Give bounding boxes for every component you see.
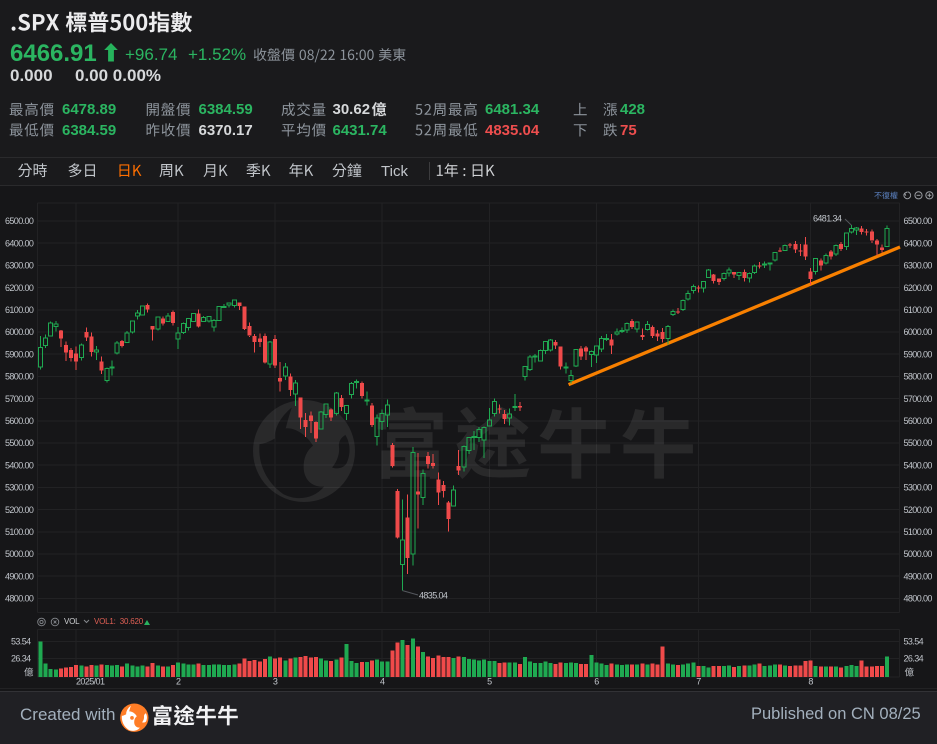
svg-text:2025/01: 2025/01 xyxy=(76,677,105,687)
svg-text:5: 5 xyxy=(487,677,492,687)
svg-text:7: 7 xyxy=(696,677,701,687)
svg-text:6400.00: 6400.00 xyxy=(904,238,933,248)
svg-text:4: 4 xyxy=(380,677,385,687)
svg-text:5600.00: 5600.00 xyxy=(5,416,34,426)
svg-text:5200.00: 5200.00 xyxy=(904,505,933,515)
svg-text:6500.00: 6500.00 xyxy=(904,216,933,226)
svg-text:5100.00: 5100.00 xyxy=(904,527,933,537)
svg-text:6100.00: 6100.00 xyxy=(904,305,933,315)
svg-text:6300.00: 6300.00 xyxy=(904,261,933,271)
svg-text:6200.00: 6200.00 xyxy=(904,283,933,293)
svg-text:6400.00: 6400.00 xyxy=(5,238,34,248)
svg-text:53.54: 53.54 xyxy=(11,637,31,647)
svg-text:5400.00: 5400.00 xyxy=(904,460,933,470)
svg-text:5800.00: 5800.00 xyxy=(904,372,933,382)
svg-text:6: 6 xyxy=(594,677,599,687)
svg-text:5700.00: 5700.00 xyxy=(5,394,34,404)
svg-text:53.54: 53.54 xyxy=(904,637,924,647)
svg-text:6481.34: 6481.34 xyxy=(813,214,842,224)
svg-text:5900.00: 5900.00 xyxy=(5,349,34,359)
svg-text:5000.00: 5000.00 xyxy=(904,549,933,559)
svg-text:6100.00: 6100.00 xyxy=(5,305,34,315)
svg-text:26.34: 26.34 xyxy=(904,654,924,664)
svg-text:8: 8 xyxy=(808,677,813,687)
svg-text:5400.00: 5400.00 xyxy=(5,460,34,470)
svg-text:2: 2 xyxy=(176,677,181,687)
svg-text:6000.00: 6000.00 xyxy=(5,327,34,337)
svg-text:5800.00: 5800.00 xyxy=(5,372,34,382)
svg-text:6300.00: 6300.00 xyxy=(5,261,34,271)
svg-text:5600.00: 5600.00 xyxy=(904,416,933,426)
svg-text:4900.00: 4900.00 xyxy=(5,571,34,581)
svg-text:4800.00: 4800.00 xyxy=(5,594,34,604)
svg-text:5300.00: 5300.00 xyxy=(904,483,933,493)
svg-text:5500.00: 5500.00 xyxy=(904,438,933,448)
svg-text:5100.00: 5100.00 xyxy=(5,527,34,537)
svg-text:6200.00: 6200.00 xyxy=(5,283,34,293)
svg-text:4835.04: 4835.04 xyxy=(419,591,448,601)
svg-text:4900.00: 4900.00 xyxy=(904,571,933,581)
svg-text:5700.00: 5700.00 xyxy=(904,394,933,404)
svg-text:6500.00: 6500.00 xyxy=(5,216,34,226)
svg-text:3: 3 xyxy=(273,677,278,687)
svg-text:5200.00: 5200.00 xyxy=(5,505,34,515)
svg-text:5000.00: 5000.00 xyxy=(5,549,34,559)
svg-text:5500.00: 5500.00 xyxy=(5,438,34,448)
svg-text:4800.00: 4800.00 xyxy=(904,594,933,604)
svg-text:5900.00: 5900.00 xyxy=(904,349,933,359)
svg-text:26.34: 26.34 xyxy=(11,654,31,664)
svg-text:6000.00: 6000.00 xyxy=(904,327,933,337)
svg-text:5300.00: 5300.00 xyxy=(5,483,34,493)
